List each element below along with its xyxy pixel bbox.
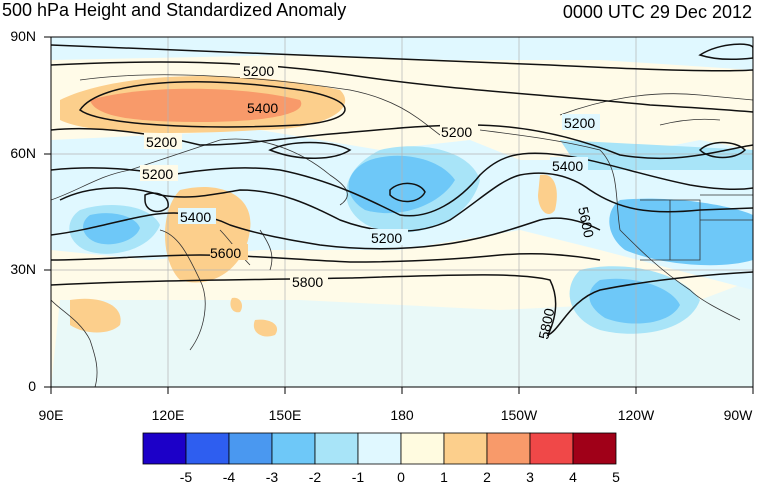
- colorbar-swatch: [529, 432, 574, 465]
- contour-label: 5400: [247, 100, 278, 116]
- colorbar-tick-label: 5: [612, 469, 620, 485]
- contour-label: 5200: [564, 115, 595, 131]
- axis-ticks: [44, 36, 754, 394]
- contour-label: 5200: [371, 230, 402, 246]
- lat-label-30n: 30N: [10, 261, 36, 277]
- colorbar-tick-label: 3: [526, 469, 534, 485]
- contour-labels: 5200 5200 5200 5200 5200 5200 5400 5400 …: [140, 62, 600, 341]
- contour-label: 5200: [243, 63, 274, 79]
- colorbar-tick-label: -4: [222, 469, 236, 485]
- colorbar-swatch: [228, 432, 273, 465]
- colorbar-swatch: [486, 432, 531, 465]
- colorbar-tick-label: 1: [440, 469, 448, 485]
- lat-label-0: 0: [28, 378, 36, 394]
- colorbar-tick-label: -5: [179, 469, 193, 485]
- colorbar-tick-label: 0: [397, 469, 405, 485]
- contour-label: 5600: [210, 245, 241, 261]
- graticule: [51, 37, 753, 387]
- contour-label: 5600: [575, 205, 597, 239]
- lat-label-90n: 90N: [10, 28, 36, 44]
- colorbar-tick-label: -1: [351, 469, 365, 485]
- lon-label-120w: 120W: [617, 407, 655, 423]
- colorbar-swatch: [357, 432, 402, 465]
- colorbar: [142, 432, 617, 465]
- contour-label: 5800: [535, 307, 557, 341]
- colorbar-tick-label: -2: [308, 469, 322, 485]
- contour-label: 5400: [552, 158, 583, 174]
- lon-label-90w: 90W: [723, 407, 753, 423]
- contour-label: 5400: [180, 209, 211, 225]
- colorbar-tick-label: 4: [569, 469, 577, 485]
- colorbar-swatch: [400, 432, 445, 465]
- colorbar-swatch: [271, 432, 316, 465]
- map-title: 500 hPa Height and Standardized Anomaly: [2, 0, 347, 20]
- map-timestamp: 0000 UTC 29 Dec 2012: [562, 2, 752, 22]
- colorbar-swatch: [572, 432, 617, 465]
- contour-label: 5200: [142, 166, 173, 182]
- coastlines: [51, 74, 753, 387]
- lon-label-150w: 150W: [500, 407, 538, 423]
- colorbar-swatch: [443, 432, 488, 465]
- lon-label-150e: 150E: [268, 407, 302, 423]
- lon-label-120e: 120E: [151, 407, 185, 423]
- colorbar-swatch: [142, 432, 187, 465]
- lon-label-180: 180: [390, 407, 414, 423]
- contour-label: 5200: [441, 124, 472, 140]
- colorbar-tick-label: -3: [265, 469, 279, 485]
- contour-label: 5800: [292, 274, 323, 290]
- colorbar-swatch: [314, 432, 359, 465]
- contour-label: 5200: [146, 134, 177, 150]
- colorbar-tick-label: 2: [483, 469, 491, 485]
- lat-label-60n: 60N: [10, 145, 36, 161]
- colorbar-swatch: [185, 432, 230, 465]
- lon-label-90e: 90E: [38, 407, 64, 423]
